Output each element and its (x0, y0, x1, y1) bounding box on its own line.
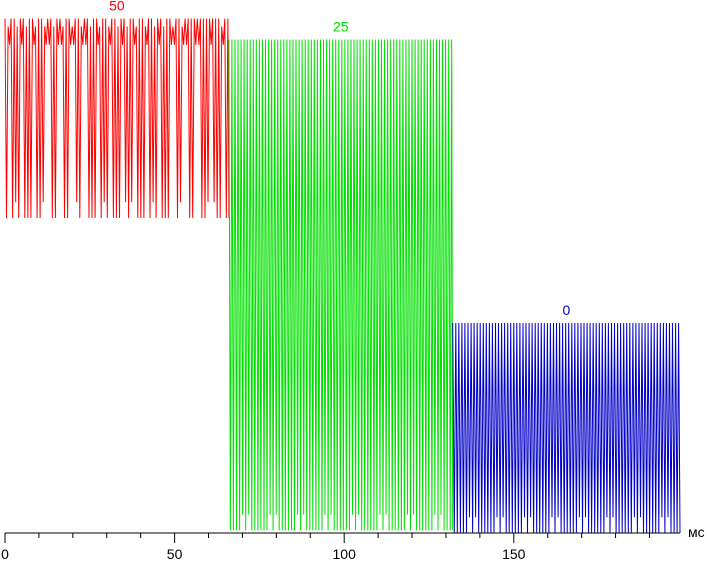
signal-traces (4, 18, 681, 534)
series-0-line (452, 322, 681, 534)
series-label-0: 0 (562, 302, 570, 318)
series-25-line (228, 39, 454, 531)
x-axis: 0 50 100 150 мс (1, 524, 705, 561)
x-tick-label: 150 (502, 546, 526, 561)
x-tick-label: 50 (167, 546, 183, 561)
x-tick-label: 0 (1, 546, 9, 561)
x-axis-unit-label: мс (688, 524, 705, 540)
series-label-50: 50 (109, 0, 125, 14)
series-labels: 50 25 0 (109, 0, 570, 318)
x-tick-label: 100 (333, 546, 357, 561)
series-label-25: 25 (333, 19, 349, 35)
series-50-line (4, 18, 230, 219)
